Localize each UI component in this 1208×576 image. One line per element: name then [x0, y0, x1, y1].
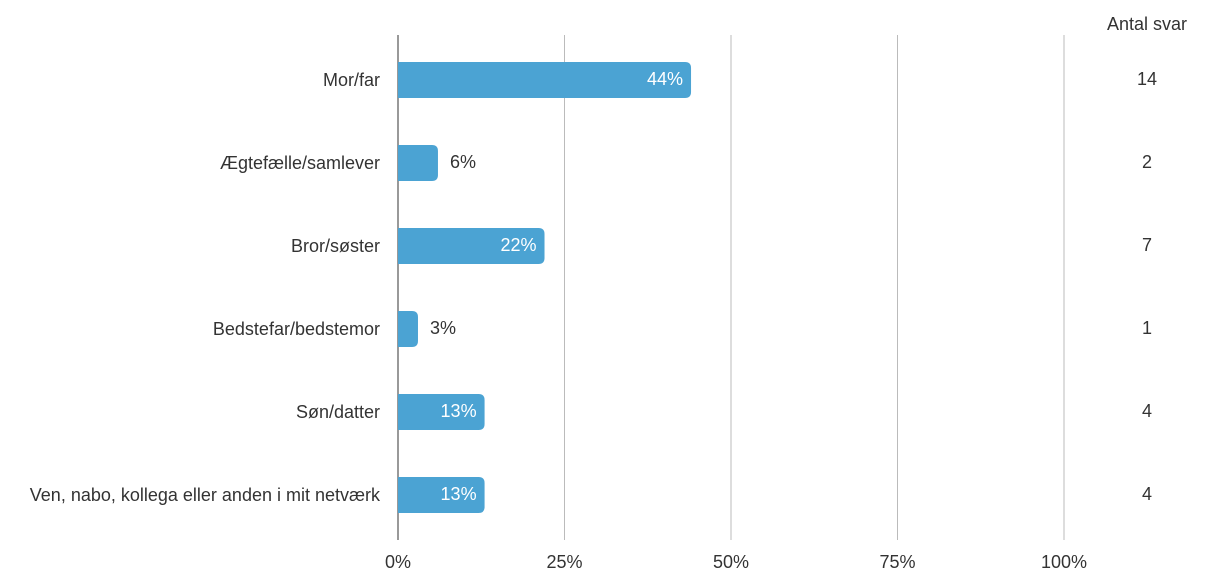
x-tick-label: 75%: [879, 552, 915, 572]
bar: [398, 477, 485, 513]
bar: [398, 228, 545, 264]
count-label: 7: [1142, 235, 1152, 255]
category-label: Bror/søster: [290, 236, 380, 256]
count-label: 4: [1142, 484, 1152, 504]
value-label: 13%: [441, 401, 477, 421]
bar: [398, 394, 485, 430]
category-label: Bedstefar/bedstemor: [212, 319, 380, 339]
x-tick-label: 100%: [1041, 552, 1087, 572]
x-tick-label: 50%: [713, 552, 749, 572]
count-header: Antal svar: [1107, 14, 1187, 34]
value-label: 13%: [441, 484, 477, 504]
category-label: Ægtefælle/samlever: [219, 153, 380, 173]
value-label: 6%: [450, 152, 476, 172]
category-label: Søn/datter: [295, 402, 380, 422]
value-label: 22%: [500, 235, 536, 255]
count-label: 14: [1137, 69, 1157, 89]
bar: [398, 62, 692, 98]
value-label: 3%: [430, 318, 456, 338]
x-tick-label: 25%: [546, 552, 582, 572]
bar: [398, 145, 438, 181]
x-tick-label: 0%: [385, 552, 411, 572]
count-label: 2: [1142, 152, 1152, 172]
category-label: Mor/far: [322, 70, 380, 90]
category-label: Ven, nabo, kollega eller anden i mit net…: [29, 485, 380, 505]
count-label: 1: [1142, 318, 1152, 338]
bar: [398, 311, 418, 347]
count-label: 4: [1142, 401, 1152, 421]
value-label: 44%: [647, 69, 683, 89]
